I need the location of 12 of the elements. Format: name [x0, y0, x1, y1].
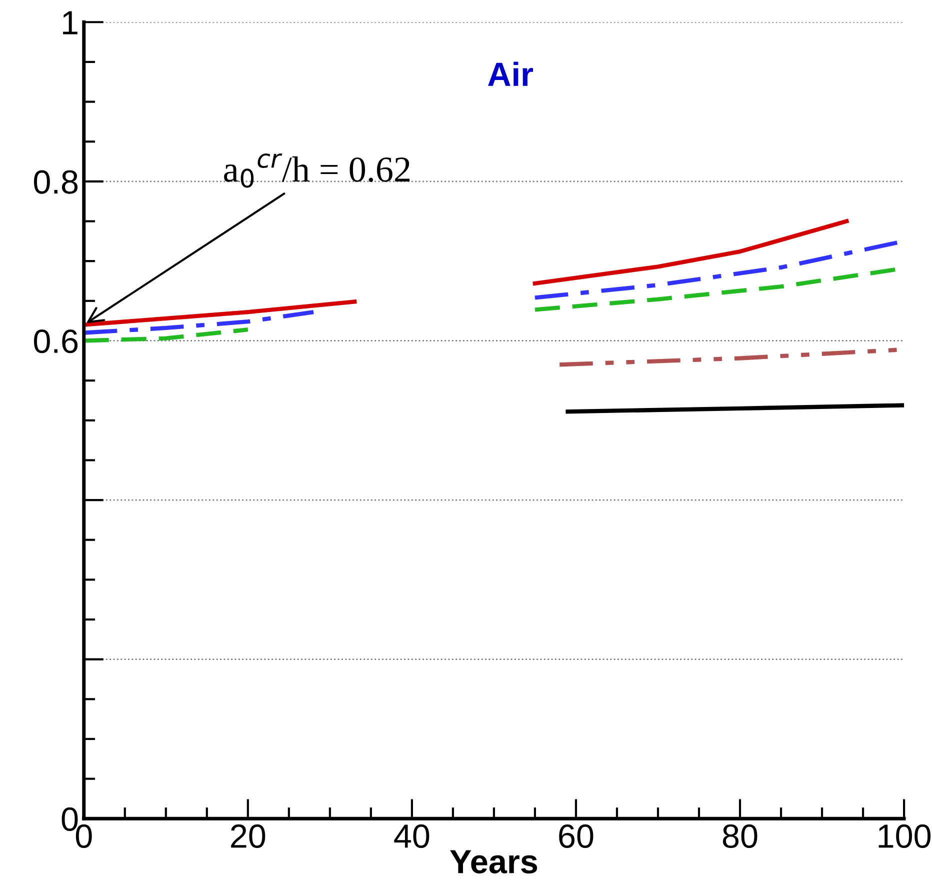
- annotation: a$_{0}$$^{cr}$/h = 0.62: [224, 153, 410, 188]
- x-tick-label: 100: [878, 824, 931, 848]
- x-tick-label: 80: [722, 824, 758, 848]
- x-tick-label: 20: [231, 824, 266, 848]
- text: Air: [488, 62, 534, 86]
- y-tick-label: 1: [63, 11, 78, 34]
- y-tick-label: 0.8: [34, 170, 78, 194]
- x-tick-label: 60: [559, 824, 594, 848]
- y-tick-label: 0: [62, 807, 78, 832]
- x-axis-title: Years: [450, 850, 538, 874]
- y-tick-label: 0.6: [34, 330, 78, 354]
- x-tick-label: 40: [394, 824, 430, 848]
